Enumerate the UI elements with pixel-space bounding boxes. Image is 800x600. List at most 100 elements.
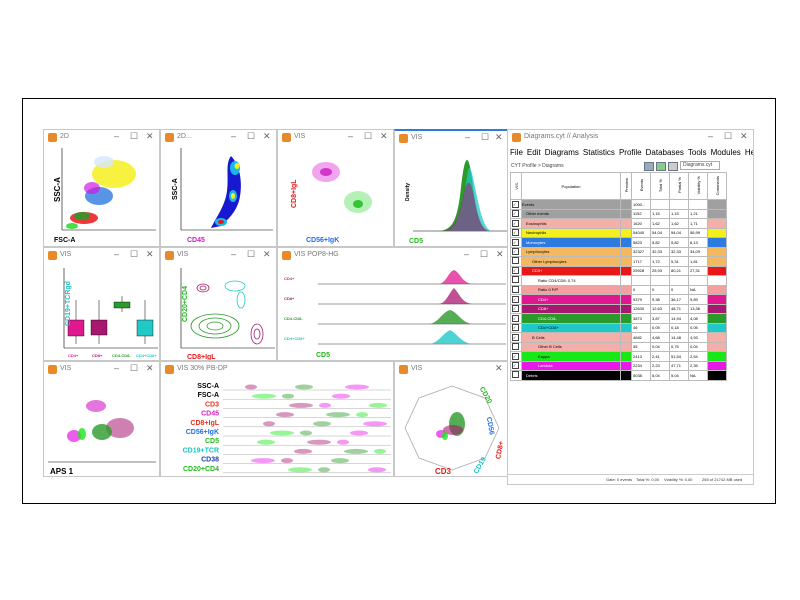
visibility-checkbox[interactable]: ✓: [510, 237, 522, 248]
table-row[interactable]: ✓ Lymphocytes 32327 32,33 32,33 34,09: [510, 246, 727, 257]
visibility-checkbox[interactable]: ✓: [510, 303, 522, 314]
close-button[interactable]: ✕: [263, 249, 271, 259]
minimize-button[interactable]: –: [114, 249, 120, 259]
table-row[interactable]: ✓ Lambda 2234 2,23 47,71 2,35: [510, 360, 727, 371]
menu-modules[interactable]: Modules: [710, 148, 741, 157]
visibility-checkbox[interactable]: ✓: [510, 246, 522, 257]
maximize-button[interactable]: ☐: [724, 131, 733, 141]
check-icon[interactable]: [656, 162, 666, 171]
window-vis-contour[interactable]: VIS – ☐ ✕ CD20+CD4 CD8+IgL: [160, 247, 277, 361]
table-row[interactable]: Ratio CD4/CD8: 0,74: [510, 275, 727, 286]
close-button[interactable]: ✕: [495, 363, 503, 373]
close-button[interactable]: ✕: [495, 132, 503, 142]
header-total[interactable]: Total %: [650, 172, 670, 200]
minimize-button[interactable]: –: [114, 131, 120, 141]
close-button[interactable]: ✕: [740, 131, 748, 141]
file-field[interactable]: Diagrams.cyt: [680, 161, 720, 170]
visibility-checkbox[interactable]: [510, 370, 522, 381]
table-row[interactable]: ✓ Kappa 2413 2,41 51,54 2,54: [510, 351, 727, 362]
menu-help[interactable]: Help: [744, 148, 753, 157]
close-button[interactable]: ✕: [380, 131, 388, 141]
close-button[interactable]: ✕: [146, 363, 154, 373]
close-button[interactable]: ✕: [496, 249, 504, 259]
visibility-checkbox[interactable]: ✓: [510, 294, 522, 305]
table-row[interactable]: Ratio 0 F/P 0 0 0 NA: [510, 284, 727, 295]
table-row[interactable]: ✓ B Cells 4682 4,68 14,48 4,93: [510, 332, 727, 343]
table-row[interactable]: ✓ Eosinophils 1620 1,62 1,62 1,71: [510, 218, 727, 229]
visibility-checkbox[interactable]: [510, 341, 522, 352]
menu-tools[interactable]: Tools: [687, 148, 707, 157]
table-row[interactable]: ✓ Monocytes 5823 5,82 5,82 6,13: [510, 237, 727, 248]
visibility-checkbox[interactable]: [510, 275, 522, 286]
table-row[interactable]: Debris 5038 5,04 5,04 NA: [510, 370, 727, 381]
minimize-button[interactable]: –: [708, 131, 714, 141]
window-vis-radar[interactable]: VIS ✕ CD3 CD19 CD8+ CD56 CD20: [394, 361, 509, 477]
maximize-button[interactable]: ☐: [130, 249, 139, 259]
window-vis-cd8-cd56[interactable]: VIS – ☐ ✕ CD8+IgL CD56+IgK: [277, 129, 394, 247]
maximize-button[interactable]: ☐: [130, 363, 139, 373]
menu-statistics[interactable]: Statistics: [582, 148, 615, 157]
grid-icon[interactable]: [668, 162, 678, 171]
analysis-window[interactable]: Diagrams.cyt // Analysis – ☐ ✕ File Edit D…: [507, 129, 754, 485]
visibility-checkbox[interactable]: ✓: [510, 227, 522, 238]
visibility-checkbox[interactable]: ✓: [510, 208, 522, 219]
visibility-checkbox[interactable]: ✓: [510, 360, 522, 371]
close-button[interactable]: ✕: [263, 131, 271, 141]
header-comments[interactable]: Comments: [707, 172, 727, 200]
menu-databases[interactable]: Databases: [645, 148, 684, 157]
header-preview[interactable]: Preview: [620, 172, 632, 200]
breadcrumb[interactable]: CYT Profile > Diagrams: [511, 163, 564, 169]
visibility-checkbox[interactable]: ✓: [510, 265, 522, 276]
header-events[interactable]: Events: [631, 172, 651, 200]
visibility-checkbox[interactable]: ✓: [510, 322, 522, 333]
maximize-button[interactable]: ☐: [247, 131, 256, 141]
window-2d-scatter[interactable]: 2D – ☐ ✕ SSC-A FSC-A: [43, 129, 160, 247]
maximize-button[interactable]: ☐: [364, 131, 373, 141]
visibility-checkbox[interactable]: ✓: [510, 332, 522, 343]
minimize-button[interactable]: –: [231, 249, 237, 259]
visibility-checkbox[interactable]: ✓: [510, 199, 522, 210]
menu-file[interactable]: File: [510, 148, 523, 157]
table-row[interactable]: ✓ CD3+ 25928 25,93 80,21 27,31: [510, 265, 727, 276]
table-row[interactable]: ✓ CD4-CD8- 3873 3,87 14,94 4,08: [510, 313, 727, 324]
minimize-button[interactable]: –: [231, 131, 237, 141]
table-row[interactable]: ✓ CD4+CD8+ 46 0,05 0,18 0,05: [510, 322, 727, 333]
minimize-button[interactable]: –: [464, 249, 470, 259]
window-vis-aps[interactable]: VIS – ☐ ✕ APS 1: [43, 361, 160, 477]
table-row[interactable]: ✓ Events 1000...: [510, 199, 727, 210]
menu-diagrams[interactable]: Diagrams: [544, 148, 579, 157]
close-button[interactable]: ✕: [146, 249, 154, 259]
minimize-button[interactable]: –: [114, 363, 120, 373]
table-row[interactable]: ✓ Neutrophils 54040 54,04 54,04 56,99: [510, 227, 727, 238]
header-partial[interactable]: Partial %: [669, 172, 689, 200]
header-vis[interactable]: VIS.: [510, 172, 522, 200]
parameter-band-plot: SSC-A FSC-A CD3 CD45 CD8+IgL CD56+IgK CD5 CD19+…: [161, 378, 393, 476]
minimize-button[interactable]: –: [465, 132, 471, 142]
menu-edit[interactable]: Edit: [526, 148, 541, 157]
header-viability[interactable]: Viability %: [688, 172, 708, 200]
header-population[interactable]: Population: [521, 172, 621, 200]
window-vis-pop8-hg[interactable]: VIS POP8-HG – ☐ ✕ CD4+ CD8+ CD4-CD8- CD4…: [277, 247, 509, 361]
table-row[interactable]: Other B Cells 35 0,04 0,75 0,04: [510, 341, 727, 352]
maximize-button[interactable]: ☐: [481, 132, 490, 142]
database-icon[interactable]: [644, 162, 654, 171]
maximize-button[interactable]: ☐: [480, 249, 489, 259]
window-vis-boxplot[interactable]: VIS – ☐ ✕ CD19+TCRgd CD4+ CD8+ CD4-CD8-: [43, 247, 160, 361]
minimize-button[interactable]: –: [348, 131, 354, 141]
visibility-checkbox[interactable]: [510, 256, 522, 267]
close-button[interactable]: ✕: [146, 131, 154, 141]
visibility-checkbox[interactable]: ✓: [510, 313, 522, 324]
table-row[interactable]: Other Lymphocytes 1717 1,72 5,31 1,81: [510, 256, 727, 267]
window-vis-pb-dp[interactable]: VIS 30% PB-DP SSC-A FSC-A CD3 CD45 CD8+IgL CD…: [160, 361, 394, 477]
visibility-checkbox[interactable]: [510, 284, 522, 295]
maximize-button[interactable]: ☐: [130, 131, 139, 141]
maximize-button[interactable]: ☐: [247, 249, 256, 259]
visibility-checkbox[interactable]: ✓: [510, 351, 522, 362]
window-2d-cd45[interactable]: 2D... – ☐ ✕ SSC-A CD45: [160, 129, 277, 247]
table-row[interactable]: ✓ Other events 1152 1,15 1,15 1,21: [510, 208, 727, 219]
table-row[interactable]: ✓ CD8+ 12630 12,63 48,71 13,36: [510, 303, 727, 314]
table-row[interactable]: ✓ CD4+ 9379 9,38 36,17 9,89: [510, 294, 727, 305]
window-vis-cd5-density[interactable]: VIS – ☐ ✕ Density CD5: [394, 129, 509, 247]
visibility-checkbox[interactable]: ✓: [510, 218, 522, 229]
menu-profile[interactable]: Profile: [618, 148, 642, 157]
